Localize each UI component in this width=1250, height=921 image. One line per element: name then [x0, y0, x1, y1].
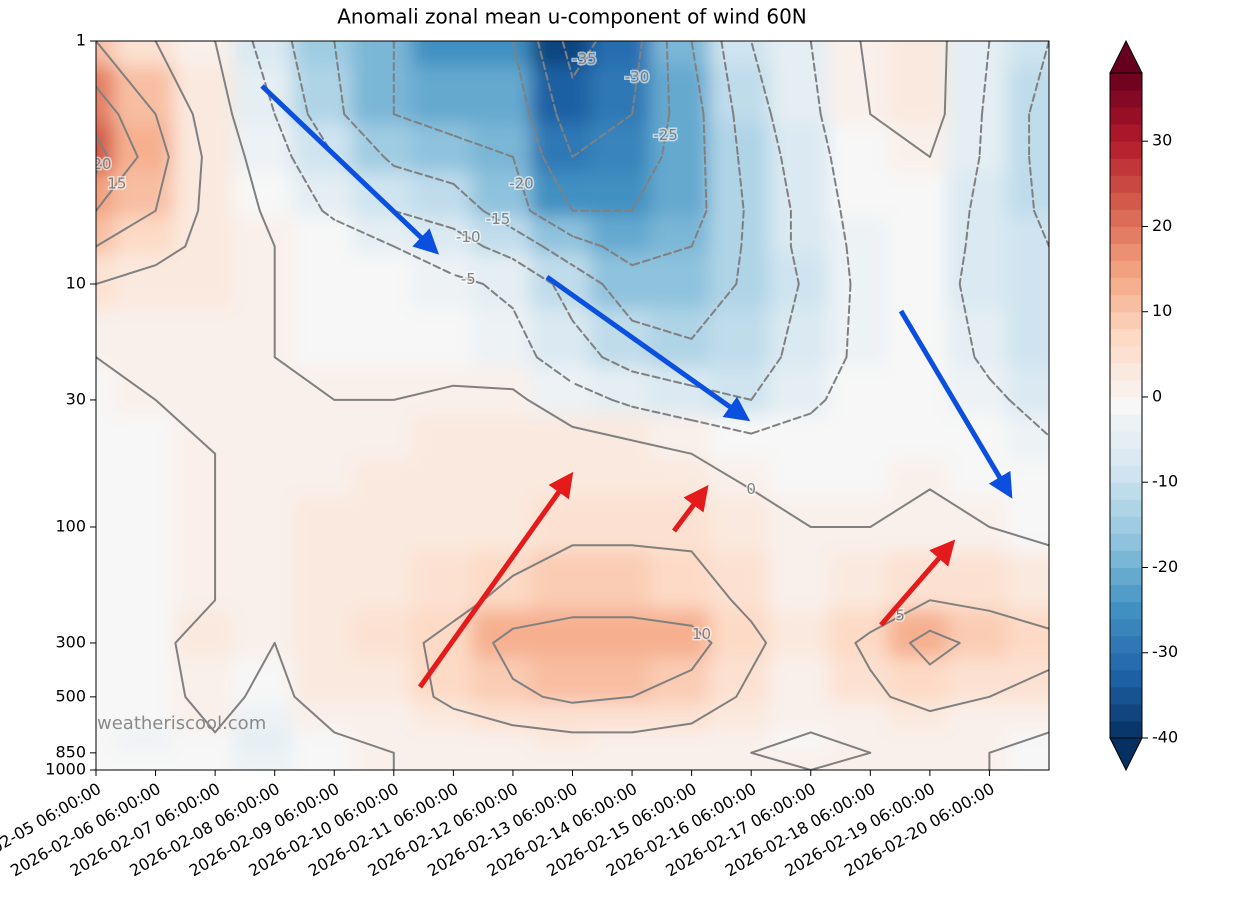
y-tick-label: 1 [76, 31, 86, 50]
arrow [672, 485, 709, 533]
colorbar-band [1110, 686, 1142, 705]
contour-label: -30 [625, 68, 650, 86]
colorbar-band [1110, 703, 1142, 722]
contour-line [96, 41, 1049, 770]
y-tick-label: 100 [55, 517, 86, 536]
colorbar-band [1110, 465, 1142, 483]
heatmap [96, 41, 1049, 770]
colorbar-band [1110, 311, 1142, 330]
colorbar-band [1110, 141, 1142, 159]
colorbar-band [1110, 90, 1142, 108]
contour-line [561, 41, 598, 79]
colorbar-tick-label: 0 [1152, 386, 1162, 405]
colorbar: -40 -30 -20 -10 0 10 20 30 [1109, 39, 1178, 772]
y-tick-label: 300 [55, 632, 86, 651]
colorbar-band [1110, 243, 1142, 262]
colorbar-tick-label: 20 [1152, 216, 1172, 235]
y-tick-label: 10 [66, 274, 86, 293]
plot-frame [95, 40, 1050, 771]
colorbar-extend [1109, 39, 1143, 74]
arrow [545, 274, 751, 422]
y-tick-label: 850 [55, 742, 86, 761]
colorbar-tick-label: 30 [1152, 131, 1172, 150]
colorbar-band [1110, 379, 1142, 398]
colorbar-band [1110, 652, 1142, 671]
contour-line [96, 41, 1049, 734]
colorbar-extend [1109, 737, 1143, 772]
contour-label: 10 [692, 625, 711, 643]
contour-label: -10 [456, 228, 481, 246]
contour-label: -5 [461, 270, 476, 288]
colorbar-band [1110, 294, 1142, 313]
annotation-arrows [260, 84, 1013, 689]
contour-label: 5 [895, 607, 905, 625]
contour-line [96, 134, 109, 174]
arrow [879, 539, 956, 627]
contour-label: -35 [572, 50, 597, 68]
colorbar-band [1110, 448, 1142, 466]
colorbar-band [1110, 516, 1142, 534]
contour-label: 20 [92, 155, 111, 173]
contour-line [96, 41, 961, 704]
contour-line [392, 41, 708, 267]
colorbar-band [1110, 158, 1142, 176]
heat-cell [1007, 749, 1049, 770]
contour-label: -15 [486, 210, 511, 228]
colorbar-tick-label: 10 [1152, 301, 1172, 320]
y-tick-label: 500 [55, 686, 86, 705]
arrow [898, 309, 1013, 499]
colorbar-band [1110, 362, 1142, 381]
y-tick-label: 30 [66, 389, 86, 408]
contour-line [511, 41, 671, 212]
colorbar-band [1110, 73, 1142, 91]
contour-line [333, 41, 745, 340]
colorbar-band [1110, 107, 1142, 125]
colorbar-band [1110, 550, 1142, 568]
chart-title: Anomali zonal mean u-component of wind 6… [337, 5, 807, 29]
colorbar-band [1110, 345, 1142, 364]
colorbar-band [1110, 192, 1142, 210]
colorbar-band [1110, 669, 1142, 688]
contour-label: -20 [509, 174, 534, 192]
colorbar-band [1110, 618, 1142, 637]
colorbar-band [1110, 396, 1142, 415]
arrow [260, 84, 440, 255]
colorbar-band [1110, 567, 1142, 586]
y-tick-label: 1000 [45, 760, 86, 779]
colorbar-band [1110, 720, 1142, 739]
colorbar-band [1110, 124, 1142, 142]
arrow [417, 471, 574, 689]
contour-line [251, 41, 1049, 437]
colorbar-tick-label: -30 [1152, 642, 1178, 661]
colorbar-band [1110, 328, 1142, 347]
colorbar-band [1110, 601, 1142, 620]
colorbar-band [1110, 175, 1142, 193]
colorbar-band [1110, 635, 1142, 654]
colorbar-tick-label: -10 [1152, 472, 1178, 491]
colorbar-band [1110, 209, 1142, 227]
contour-label: -25 [653, 126, 678, 144]
colorbar-tick-label: -20 [1152, 557, 1178, 576]
colorbar-band [1110, 533, 1142, 551]
contour-line [536, 41, 643, 158]
colorbar-tick-label: -40 [1152, 728, 1178, 747]
watermark: weatheriscool.com [97, 713, 266, 734]
colorbar-band [1110, 499, 1142, 517]
contour-label: 15 [107, 174, 126, 192]
colorbar-band [1110, 260, 1142, 279]
colorbar-band [1110, 226, 1142, 245]
colorbar-band [1110, 431, 1142, 449]
colorbar-band [1110, 482, 1142, 500]
contour-line [96, 85, 139, 212]
colorbar-band [1110, 584, 1142, 603]
colorbar-band [1110, 277, 1142, 296]
contour-label: 0 [746, 480, 756, 498]
colorbar-frame [1109, 72, 1143, 739]
colorbar-band [1110, 414, 1142, 432]
